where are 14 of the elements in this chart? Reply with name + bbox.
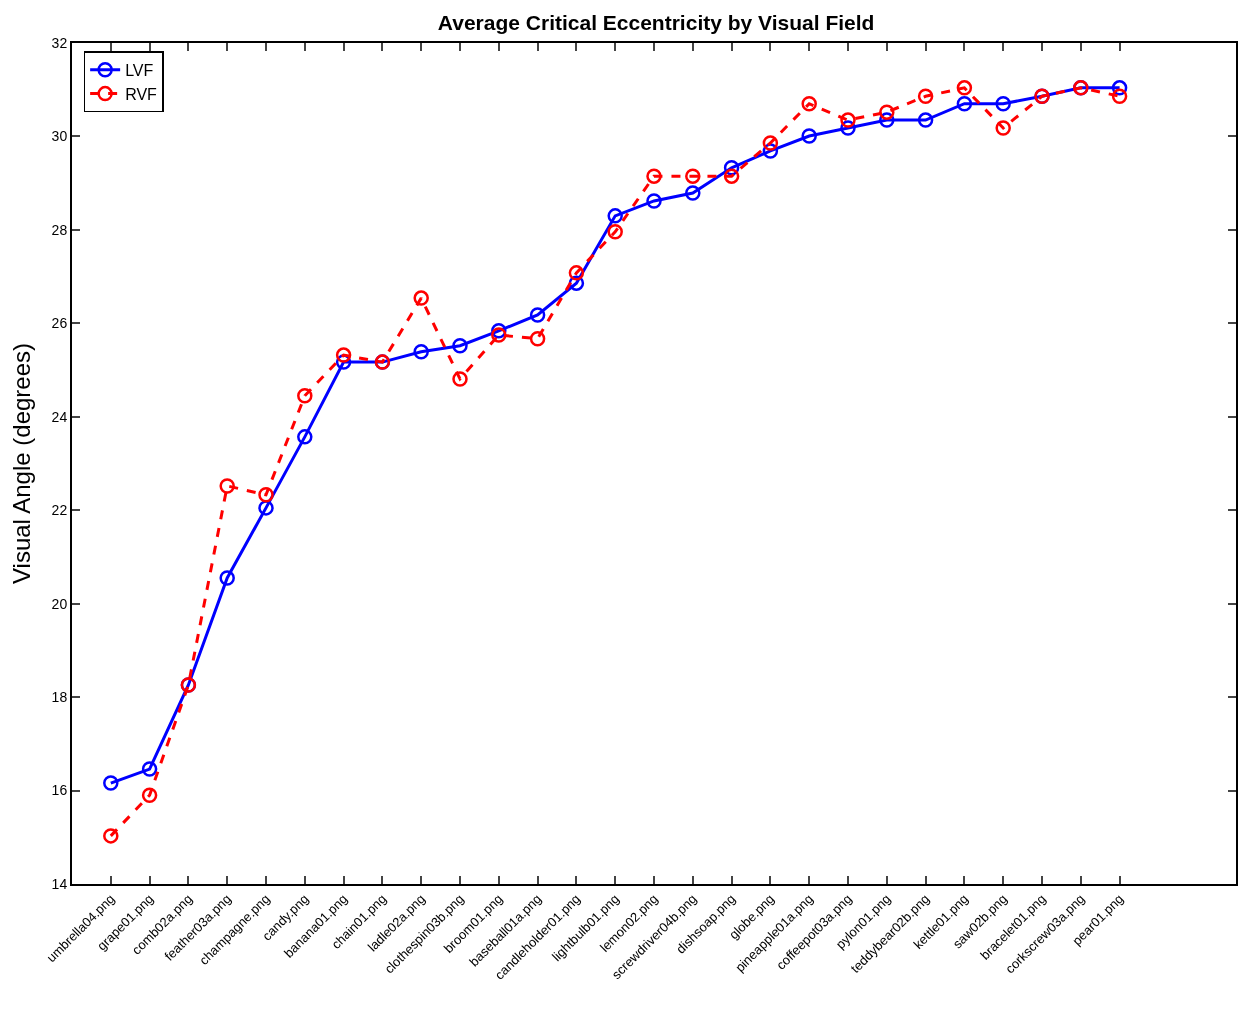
y-tick-label: 32 — [51, 34, 68, 51]
y-tick-label: 28 — [51, 221, 68, 238]
y-tick-label: 18 — [51, 689, 68, 706]
y-tick-label: 20 — [51, 595, 68, 612]
y-tick-label: 26 — [51, 315, 68, 332]
chart-title: Average Critical Eccentricity by Visual Field — [437, 10, 875, 34]
y-tick-label: 30 — [51, 128, 68, 145]
y-axis-title: Visual Angle (degrees) — [8, 342, 36, 585]
y-tick-label: 14 — [51, 875, 68, 892]
y-tick-label: 22 — [51, 502, 68, 519]
y-tick-label: 24 — [51, 408, 68, 425]
legend-label: LVF — [125, 62, 154, 80]
y-tick-label: 16 — [51, 782, 68, 799]
legend-label: RVF — [125, 85, 158, 103]
